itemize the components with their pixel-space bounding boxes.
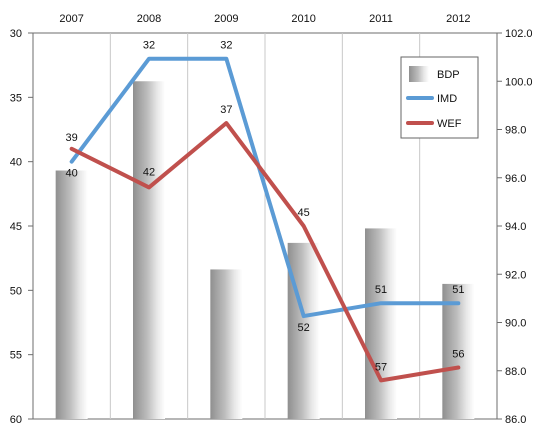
right-axis-tick-label: 102.0 <box>505 28 533 40</box>
wef-data-label: 56 <box>452 349 464 361</box>
imd-line <box>69 56 461 319</box>
wef-data-label: 57 <box>375 361 387 373</box>
x-category-label: 2011 <box>369 13 393 25</box>
right-axis-tick-label: 98.0 <box>505 125 526 137</box>
bdp-bar <box>365 228 397 419</box>
x-category-label: 2007 <box>59 13 83 25</box>
left-axis-tick-label: 35 <box>10 92 22 104</box>
right-axis-tick-label: 100.0 <box>505 76 533 88</box>
left-axis-tick-label: 30 <box>10 28 22 40</box>
right-axis-tick-label: 88.0 <box>505 366 526 378</box>
left-axis-tick-label: 40 <box>10 157 22 169</box>
x-category-label: 2010 <box>291 13 315 25</box>
left-axis-tick-label: 55 <box>10 350 22 362</box>
bdp-bar <box>133 81 165 419</box>
legend: BDP IMD WEF <box>400 56 479 139</box>
line-layer <box>69 56 461 383</box>
wef-data-label: 37 <box>220 104 232 116</box>
right-axis-tick-label: 92.0 <box>505 269 526 281</box>
wef-data-label: 39 <box>66 132 78 144</box>
legend-imd-label: IMD <box>437 93 457 105</box>
x-category-label: 2008 <box>137 13 161 25</box>
imd-data-label: 32 <box>220 40 232 52</box>
imd-data-label: 40 <box>66 168 78 180</box>
legend-bdp-swatch <box>409 66 429 82</box>
right-axis-tick-label: 94.0 <box>505 221 526 233</box>
wef-line <box>69 121 461 383</box>
right-axis-tick-label: 90.0 <box>505 318 526 330</box>
imd-data-label: 51 <box>452 284 464 296</box>
x-category-label: 2012 <box>446 13 470 25</box>
left-axis-tick-label: 50 <box>10 285 22 297</box>
right-axis-tick-label: 86.0 <box>505 414 526 426</box>
imd-data-label: 32 <box>143 40 155 52</box>
label-layer: 40 32 32 52 51 51 39 42 37 45 57 56 <box>66 40 465 374</box>
bdp-bar <box>442 283 475 419</box>
wef-data-label: 45 <box>298 207 310 219</box>
wef-data-label: 42 <box>143 166 155 178</box>
bdp-bar <box>210 269 243 419</box>
right-axis-tick-label: 96.0 <box>505 173 526 185</box>
legend-bdp-label: BDP <box>437 69 460 81</box>
legend-wef-label: WEF <box>437 118 462 130</box>
bar-layer <box>55 81 475 419</box>
bdp-bar <box>287 242 320 419</box>
left-axis-tick-label: 60 <box>10 414 22 426</box>
bdp-bar <box>55 170 88 419</box>
x-category-label: 2009 <box>214 13 238 25</box>
axis-layer: 2007 2008 2009 2010 2011 2012 30 35 40 45 50 55 60 10… <box>10 13 533 426</box>
imd-data-label: 51 <box>375 284 387 296</box>
imd-data-label: 52 <box>298 322 310 334</box>
left-axis-tick-label: 45 <box>10 221 22 233</box>
